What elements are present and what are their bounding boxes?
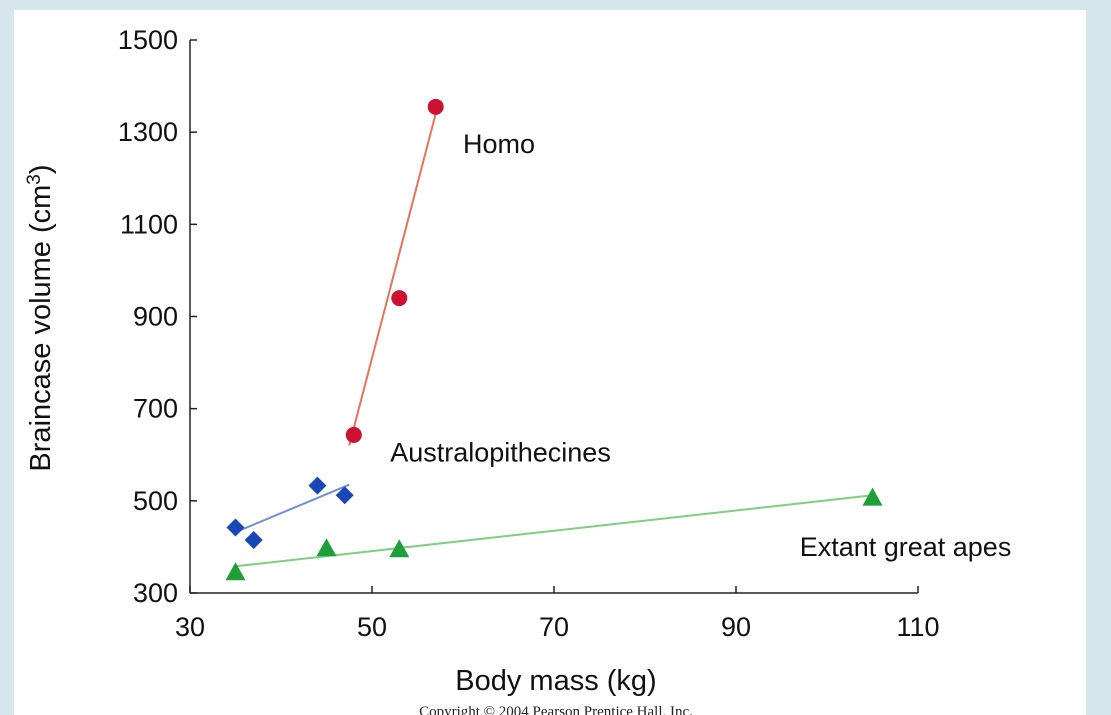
homo-label: Homo — [463, 129, 535, 159]
australopithecines-point — [244, 531, 263, 550]
chart-panel — [14, 10, 1086, 715]
homo-trend-line — [348, 113, 437, 446]
y-tick-label: 300 — [133, 578, 178, 608]
x-tick-label: 110 — [896, 612, 939, 642]
y-tick-label: 500 — [133, 486, 178, 516]
homo-point — [391, 290, 408, 307]
australopithecines-point — [335, 486, 354, 505]
australopithecines-trend-line — [235, 483, 350, 534]
homo-point — [427, 98, 444, 115]
extant-great-apes-point — [389, 539, 410, 558]
extant-great-apes-point — [862, 487, 883, 506]
australopithecines-point — [308, 476, 327, 495]
y-axis-title: Braincase volume (cm3) — [24, 164, 57, 471]
australopithecines-point — [226, 518, 245, 537]
axes — [189, 40, 918, 594]
australopithecines-label: Australopithecines — [390, 438, 611, 468]
x-axis-title: Body mass (kg) — [455, 665, 656, 697]
extant-great-apes-trend-line — [235, 494, 873, 568]
x-tick-label: 50 — [357, 612, 387, 642]
y-ticks: 300 500 700 900 1100 1300 1500 — [118, 25, 197, 608]
fit-lines — [235, 113, 873, 568]
y-tick-label: 1300 — [118, 117, 178, 147]
y-tick-label: 700 — [133, 394, 178, 424]
y-tick-label: 900 — [133, 302, 178, 332]
y-tick-label: 1500 — [118, 25, 178, 55]
x-tick-label: 90 — [721, 612, 751, 642]
series-labels: Homo Australopithecines Extant great apes — [390, 129, 1011, 562]
extant-great-apes-label: Extant great apes — [800, 532, 1012, 562]
y-axis-title-sup: 3 — [24, 174, 45, 185]
copyright-text: Copyright © 2004 Pearson Prentice Hall, … — [419, 704, 693, 715]
x-tick-label: 30 — [175, 612, 205, 642]
data-points — [225, 98, 883, 581]
y-tick-label: 1100 — [120, 209, 178, 239]
extant-great-apes-point — [225, 562, 246, 581]
y-axis-title-main: Braincase volume (cm — [25, 185, 57, 472]
y-axis-title-end: ) — [25, 164, 57, 174]
x-ticks: 30 50 70 90 110 — [175, 586, 940, 642]
homo-point — [345, 426, 362, 443]
x-tick-label: 70 — [539, 612, 569, 642]
extant-great-apes-point — [316, 538, 337, 557]
